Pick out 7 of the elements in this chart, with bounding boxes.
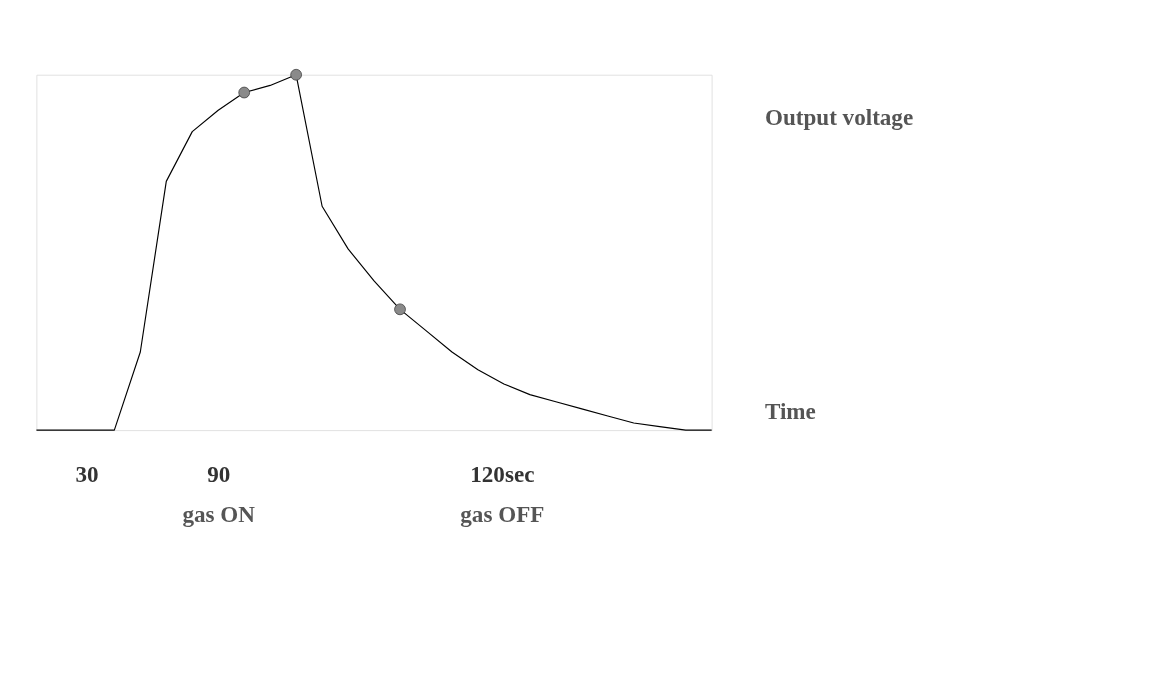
y-axis-title: Output voltage (764, 103, 914, 130)
text: gas OFF (460, 500, 545, 527)
text: 30 (75, 460, 99, 487)
text: 120sec (470, 460, 535, 487)
text: 90 (207, 460, 231, 487)
text: gas ON (182, 500, 256, 527)
x-axis-title: Time (764, 398, 816, 425)
